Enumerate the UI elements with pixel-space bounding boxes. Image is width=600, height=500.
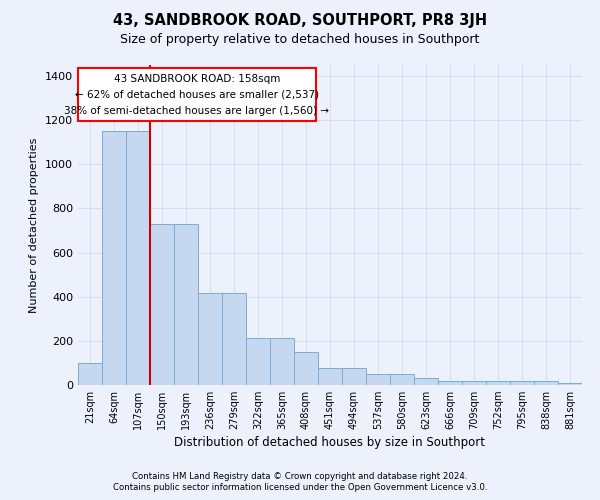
Bar: [150, 224, 174, 385]
Text: Contains HM Land Registry data © Crown copyright and database right 2024.: Contains HM Land Registry data © Crown c…: [132, 472, 468, 481]
Bar: [294, 352, 318, 385]
Bar: [438, 381, 462, 385]
Bar: [126, 131, 150, 385]
Bar: [318, 368, 342, 385]
Text: Contains public sector information licensed under the Open Government Licence v3: Contains public sector information licen…: [113, 484, 487, 492]
Bar: [78, 363, 102, 385]
Bar: [534, 381, 558, 385]
Bar: [510, 381, 534, 385]
Y-axis label: Number of detached properties: Number of detached properties: [29, 138, 40, 312]
Bar: [270, 338, 294, 385]
Bar: [558, 383, 582, 385]
Bar: [486, 381, 510, 385]
Bar: [198, 294, 222, 385]
Text: 43 SANDBROOK ROAD: 158sqm: 43 SANDBROOK ROAD: 158sqm: [113, 74, 280, 84]
Bar: [462, 381, 486, 385]
Bar: [174, 224, 198, 385]
X-axis label: Distribution of detached houses by size in Southport: Distribution of detached houses by size …: [175, 436, 485, 450]
Bar: [342, 368, 366, 385]
Text: Size of property relative to detached houses in Southport: Size of property relative to detached ho…: [121, 32, 479, 46]
Bar: [414, 378, 438, 385]
Text: 38% of semi-detached houses are larger (1,560) →: 38% of semi-detached houses are larger (…: [64, 106, 329, 116]
Bar: [246, 338, 270, 385]
Bar: [222, 294, 246, 385]
Bar: [366, 374, 390, 385]
Bar: [102, 131, 126, 385]
Bar: [390, 374, 414, 385]
Text: 43, SANDBROOK ROAD, SOUTHPORT, PR8 3JH: 43, SANDBROOK ROAD, SOUTHPORT, PR8 3JH: [113, 12, 487, 28]
Text: ← 62% of detached houses are smaller (2,537): ← 62% of detached houses are smaller (2,…: [75, 90, 319, 100]
